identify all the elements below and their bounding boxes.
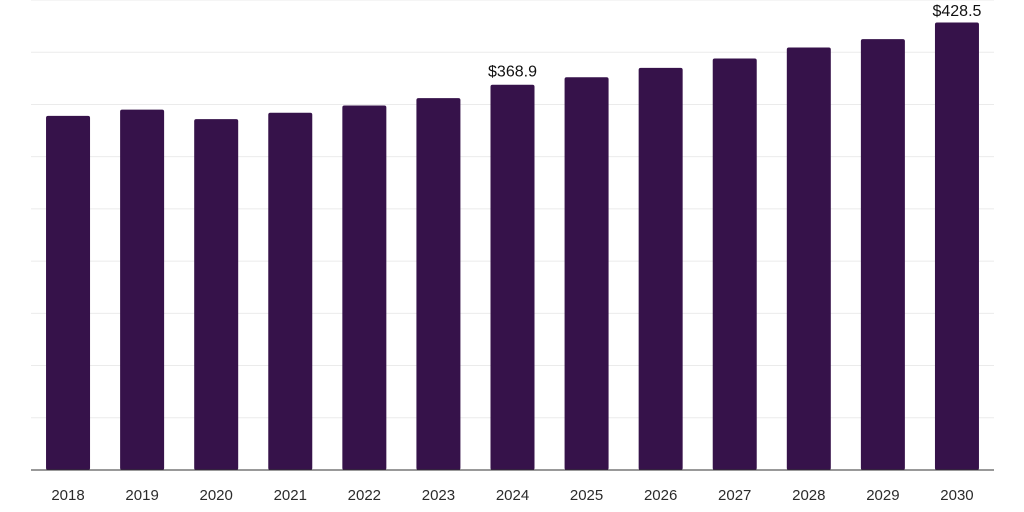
bar-2019[interactable]	[120, 109, 165, 471]
bar-2021[interactable]	[268, 112, 313, 471]
bar-2018[interactable]	[46, 115, 91, 470]
bar-2025[interactable]	[564, 77, 609, 471]
x-tick-label: 2020	[200, 487, 233, 504]
x-tick-label: 2023	[422, 487, 455, 504]
x-tick-labels: 2018 2019 2020 2021 2022 2023 2024 2025 2026 2027…	[51, 487, 973, 504]
data-labels: $368.9 $428.5	[488, 3, 982, 81]
x-tick-label: 2030	[940, 487, 973, 504]
bar-2022[interactable]	[342, 105, 387, 470]
x-tick-label: 2021	[274, 487, 307, 504]
x-tick-label: 2025	[570, 487, 603, 504]
x-tick-label: 2024	[496, 487, 529, 504]
x-tick-label: 2019	[125, 487, 158, 504]
data-label: $368.9	[488, 64, 537, 81]
x-tick-label: 2022	[348, 487, 381, 504]
x-tick-label: 2026	[644, 487, 677, 504]
bar-2029[interactable]	[860, 39, 905, 471]
x-tick-label: 2029	[866, 487, 899, 504]
x-tick-label: 2018	[51, 487, 84, 504]
bar-2027[interactable]	[712, 58, 757, 470]
data-label: $428.5	[932, 3, 981, 20]
bar-2028[interactable]	[786, 47, 831, 471]
bar-2020[interactable]	[194, 119, 239, 471]
bar-2030[interactable]	[934, 22, 979, 470]
x-tick-label: 2027	[718, 487, 751, 504]
bars	[46, 22, 979, 471]
x-tick-label: 2028	[792, 487, 825, 504]
bar-2026[interactable]	[638, 67, 683, 470]
bar-2023[interactable]	[416, 98, 461, 470]
bar-2024[interactable]	[490, 84, 535, 471]
